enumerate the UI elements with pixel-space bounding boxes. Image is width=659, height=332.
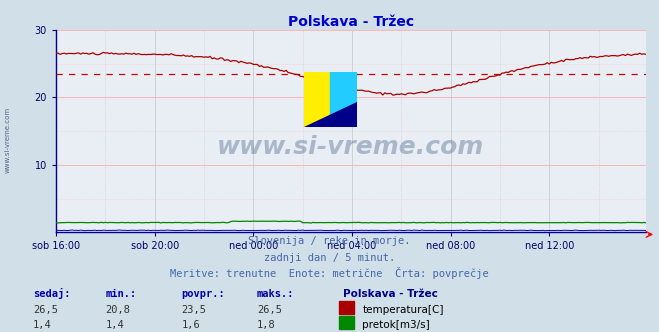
Text: pretok[m3/s]: pretok[m3/s]	[362, 320, 430, 330]
Text: 23,5: 23,5	[181, 305, 206, 315]
Text: Slovenija / reke in morje.: Slovenija / reke in morje.	[248, 236, 411, 246]
Text: 1,4: 1,4	[105, 320, 124, 330]
Text: 1,4: 1,4	[33, 320, 51, 330]
Polygon shape	[304, 103, 357, 127]
Text: min.:: min.:	[105, 289, 136, 299]
Text: www.si-vreme.com: www.si-vreme.com	[5, 106, 11, 173]
Text: temperatura[C]: temperatura[C]	[362, 305, 444, 315]
Text: zadnji dan / 5 minut.: zadnji dan / 5 minut.	[264, 253, 395, 263]
Text: 26,5: 26,5	[33, 305, 58, 315]
Text: Meritve: trenutne  Enote: metrične  Črta: povprečje: Meritve: trenutne Enote: metrične Črta: …	[170, 267, 489, 279]
Bar	[330, 72, 357, 127]
Text: povpr.:: povpr.:	[181, 289, 225, 299]
Text: www.si-vreme.com: www.si-vreme.com	[217, 135, 484, 159]
Text: 1,6: 1,6	[181, 320, 200, 330]
Title: Polskava - Tržec: Polskava - Tržec	[288, 15, 414, 29]
Text: sedaj:: sedaj:	[33, 288, 71, 299]
Text: maks.:: maks.:	[257, 289, 295, 299]
Text: 26,5: 26,5	[257, 305, 282, 315]
Text: 20,8: 20,8	[105, 305, 130, 315]
Text: 1,8: 1,8	[257, 320, 275, 330]
Bar	[304, 72, 330, 127]
Text: Polskava - Tržec: Polskava - Tržec	[343, 289, 438, 299]
